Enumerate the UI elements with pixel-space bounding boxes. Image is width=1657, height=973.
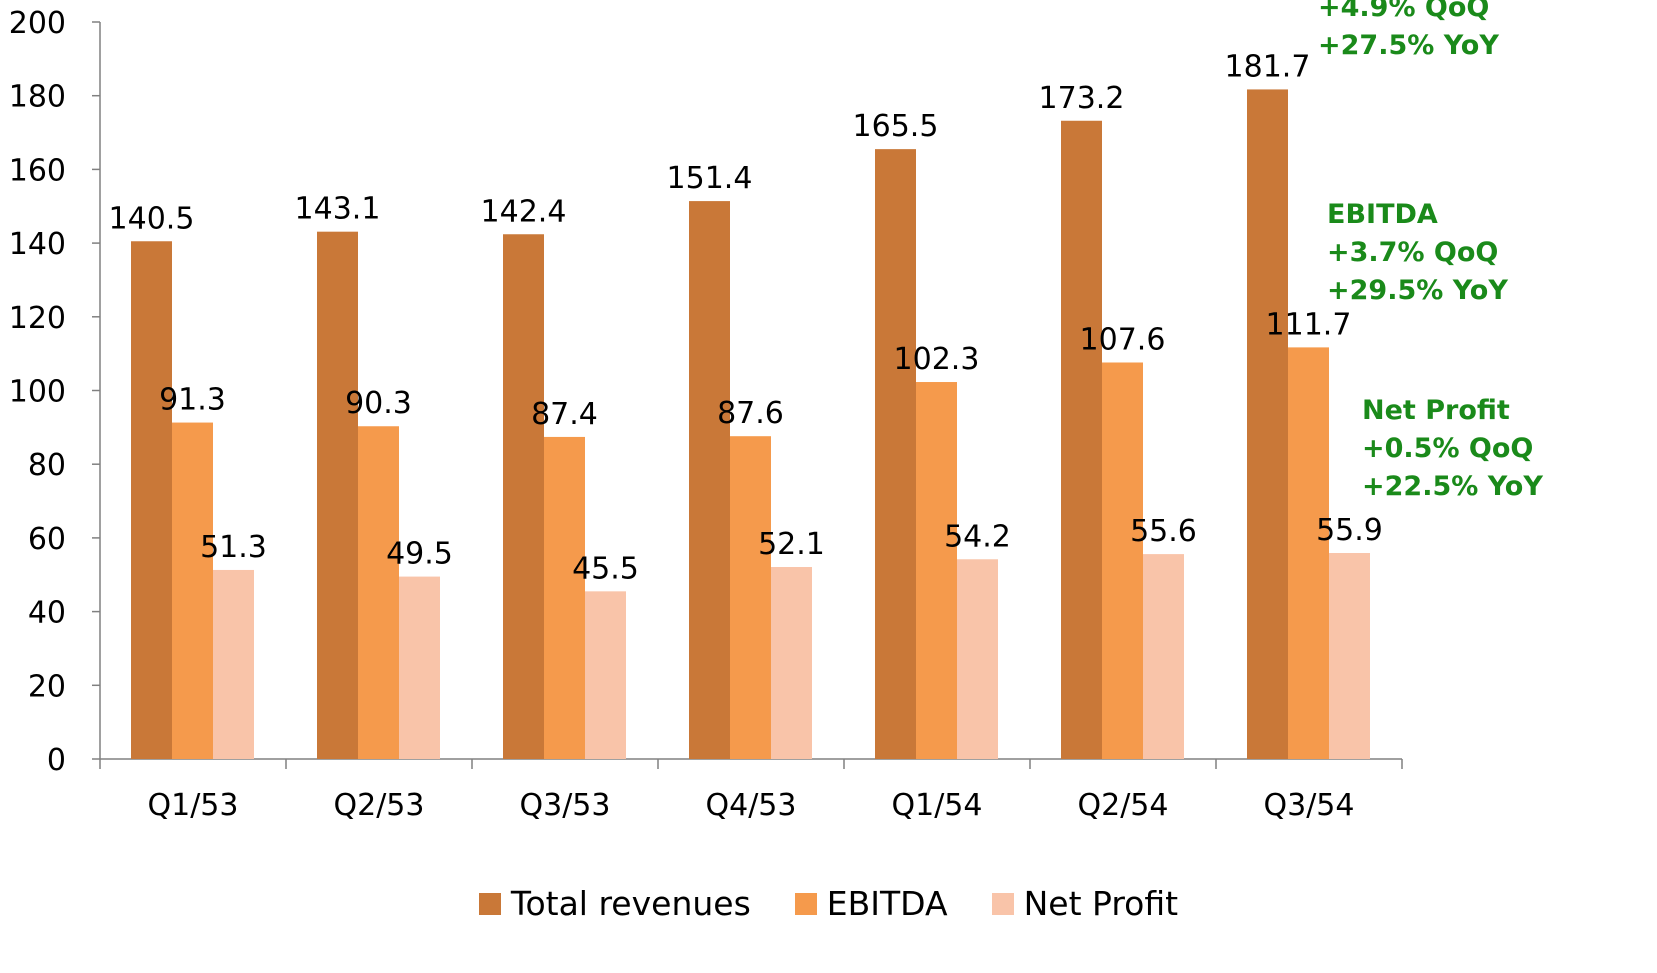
data-label-total-revenues: 151.4 <box>667 161 753 196</box>
net-profit-yoy-text: +22.5% YoY <box>1362 471 1543 502</box>
bar-total-revenues <box>317 231 358 759</box>
x-tick-label: Q3/53 <box>520 788 611 823</box>
data-label-ebitda: 107.6 <box>1080 322 1166 357</box>
data-label-ebitda: 87.6 <box>717 396 784 431</box>
bar-net-profit <box>213 569 254 759</box>
data-label-net-profit: 54.2 <box>944 519 1011 554</box>
bar-net-profit <box>585 591 626 759</box>
bar-total-revenues <box>1247 89 1288 760</box>
net-profit-growth-annotation: Net Profit +0.5% QoQ +22.5% YoY <box>1362 392 1543 506</box>
legend-item-ebitda: EBITDA <box>794 884 948 923</box>
x-tick-label: Q3/54 <box>1264 788 1355 823</box>
net-profit-annotation-title: Net Profit <box>1362 395 1510 426</box>
y-tick-label: 100 <box>9 375 66 410</box>
bar-net-profit <box>957 559 998 759</box>
data-label-total-revenues: 181.7 <box>1225 49 1311 84</box>
data-label-ebitda: 102.3 <box>894 342 980 377</box>
data-label-net-profit: 49.5 <box>386 537 453 572</box>
bar-ebitda <box>1288 347 1329 759</box>
data-label-ebitda: 111.7 <box>1266 307 1352 342</box>
y-tick-label: 40 <box>28 596 66 631</box>
data-label-ebitda: 91.3 <box>159 383 226 418</box>
y-tick-label: 20 <box>28 669 66 704</box>
bar-ebitda <box>358 426 399 759</box>
ebitda-yoy-text: +29.5% YoY <box>1327 275 1508 306</box>
revenue-growth-annotation: +4.9% QoQ +27.5% YoY <box>1318 0 1499 65</box>
y-tick-label: 60 <box>28 522 66 557</box>
y-tick-label: 160 <box>9 153 66 188</box>
data-label-total-revenues: 165.5 <box>853 109 939 144</box>
data-label-total-revenues: 173.2 <box>1039 81 1125 116</box>
revenue-qoq-text: +4.9% QoQ <box>1318 0 1490 23</box>
x-tick-label: Q1/53 <box>148 788 239 823</box>
legend-swatch-ebitda <box>794 892 817 915</box>
bar-total-revenues <box>1061 120 1102 760</box>
data-label-net-profit: 52.1 <box>758 527 825 562</box>
ebitda-qoq-text: +3.7% QoQ <box>1327 237 1499 268</box>
y-tick-label: 0 <box>47 743 66 778</box>
ebitda-annotation-title: EBITDA <box>1327 199 1438 230</box>
data-label-net-profit: 51.3 <box>200 530 267 565</box>
bar-net-profit <box>771 567 812 759</box>
legend-item-total-revenues: Total revenues <box>478 884 751 923</box>
bar-ebitda <box>544 436 585 759</box>
bar-total-revenues <box>131 241 172 759</box>
y-tick-label: 180 <box>9 80 66 115</box>
net-profit-qoq-text: +0.5% QoQ <box>1362 433 1534 464</box>
bar-net-profit <box>399 576 440 759</box>
x-tick-label: Q1/54 <box>892 788 983 823</box>
x-tick-label: Q2/53 <box>334 788 425 823</box>
data-label-net-profit: 45.5 <box>572 551 639 586</box>
data-label-net-profit: 55.9 <box>1316 513 1383 548</box>
bar-ebitda <box>730 436 771 759</box>
bar-total-revenues <box>689 201 730 759</box>
data-label-total-revenues: 143.1 <box>295 192 381 227</box>
bar-total-revenues <box>875 149 916 759</box>
chart-legend: Total revenues EBITDA Net Profit <box>0 884 1657 923</box>
bar-ebitda <box>172 422 213 759</box>
legend-swatch-total-revenues <box>478 892 501 915</box>
legend-swatch-net-profit <box>991 892 1014 915</box>
y-tick-label: 200 <box>9 6 66 41</box>
bar-net-profit <box>1329 553 1370 759</box>
legend-item-net-profit: Net Profit <box>991 884 1179 923</box>
y-tick-label: 140 <box>9 227 66 262</box>
bar-total-revenues <box>503 234 544 760</box>
y-tick-label: 80 <box>28 448 66 483</box>
revenue-yoy-text: +27.5% YoY <box>1318 30 1499 61</box>
data-label-total-revenues: 142.4 <box>481 194 567 229</box>
x-tick-label: Q4/53 <box>706 788 797 823</box>
legend-label-net-profit: Net Profit <box>1023 884 1179 923</box>
legend-label-total-revenues: Total revenues <box>510 884 751 923</box>
legend-label-ebitda: EBITDA <box>826 884 948 923</box>
data-label-ebitda: 87.4 <box>531 397 598 432</box>
data-label-net-profit: 55.6 <box>1130 514 1197 549</box>
x-tick-label: Q2/54 <box>1078 788 1169 823</box>
bar-net-profit <box>1143 554 1184 759</box>
y-tick-label: 120 <box>9 301 66 336</box>
data-label-ebitda: 90.3 <box>345 386 412 421</box>
bar-ebitda <box>1102 362 1143 759</box>
ebitda-growth-annotation: EBITDA +3.7% QoQ +29.5% YoY <box>1327 196 1508 310</box>
data-label-total-revenues: 140.5 <box>109 201 195 236</box>
bar-ebitda <box>916 382 957 759</box>
